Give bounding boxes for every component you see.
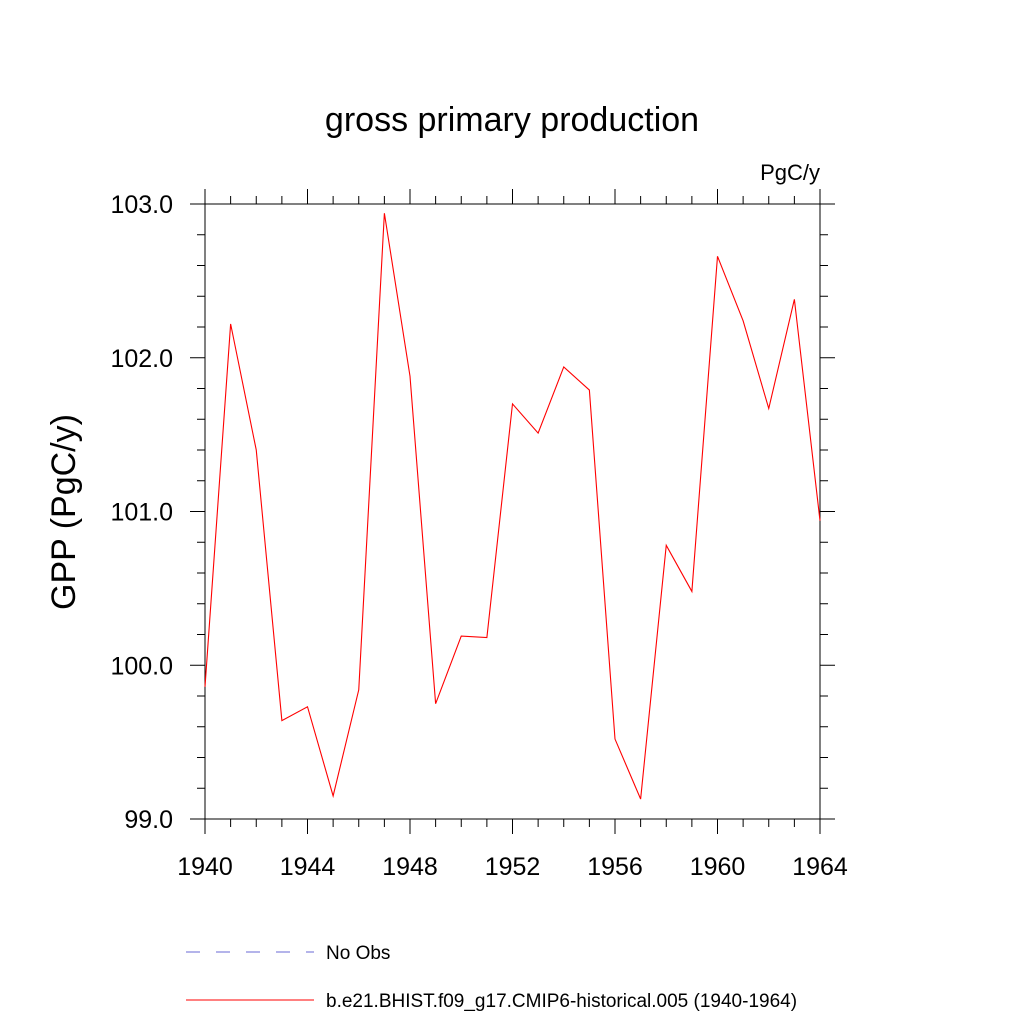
data-point <box>358 689 359 690</box>
data-point <box>512 403 513 404</box>
data-point <box>691 591 692 592</box>
units-label: PgC/y <box>760 160 820 185</box>
legend-label: b.e21.BHIST.f09_g17.CMIP6-historical.005… <box>326 991 797 1012</box>
x-tick-label: 1956 <box>587 853 643 881</box>
series-line <box>204 213 821 800</box>
series <box>204 213 821 800</box>
data-point <box>230 323 231 324</box>
data-point <box>743 320 744 321</box>
data-point <box>281 720 282 721</box>
data-point <box>409 376 410 377</box>
chart-title: gross primary production <box>325 101 699 139</box>
y-axis-label: GPP (PgC/y) <box>45 414 83 610</box>
data-point <box>461 635 462 636</box>
y-tick-label: 100.0 <box>110 652 173 680</box>
y-tick-label: 99.0 <box>124 806 173 834</box>
legend-label: No Obs <box>326 943 390 964</box>
data-point <box>614 738 615 739</box>
plot-frame <box>204 203 821 820</box>
data-point <box>640 798 641 799</box>
data-point <box>666 545 667 546</box>
data-point <box>794 299 795 300</box>
x-tick-label: 1944 <box>280 853 336 881</box>
ticks: 1940 1944 1948 1952 1956 1960 1964 99.0 100.0 101… <box>110 189 848 881</box>
y-tick-label: 103.0 <box>110 191 173 219</box>
data-point <box>819 520 820 521</box>
data-point <box>307 706 308 707</box>
x-tick-label: 1948 <box>382 853 438 881</box>
x-tick-label: 1964 <box>792 853 848 881</box>
y-tick-label: 101.0 <box>110 499 173 527</box>
data-point <box>435 703 436 704</box>
data-point <box>589 389 590 390</box>
y-tick-label: 102.0 <box>110 345 173 373</box>
axes <box>204 203 821 820</box>
data-point <box>717 256 718 257</box>
data-point <box>384 213 385 214</box>
data-point <box>204 686 205 687</box>
x-tick-label: 1952 <box>485 853 541 881</box>
data-point <box>768 408 769 409</box>
data-point <box>486 637 487 638</box>
data-point <box>538 432 539 433</box>
x-tick-label: 1960 <box>690 853 746 881</box>
x-tick-label: 1940 <box>177 853 233 881</box>
legend: No Obs b.e21.BHIST.f09_g17.CMIP6-historic… <box>186 943 797 1012</box>
data-point <box>563 366 564 367</box>
data-point <box>333 795 334 796</box>
data-point <box>256 449 257 450</box>
